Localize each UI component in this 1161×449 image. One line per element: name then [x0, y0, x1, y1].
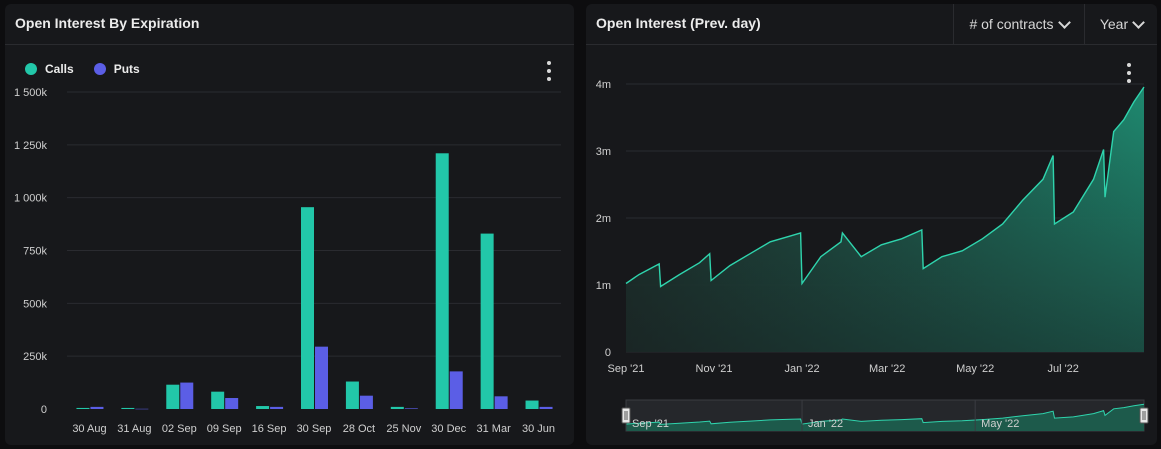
y-tick-label: 1 000k — [14, 193, 48, 205]
x-tick-label: 30 Sep — [297, 423, 332, 435]
chart-legend: Calls Puts — [25, 62, 140, 76]
bar-calls-3[interactable] — [211, 391, 225, 409]
x-tick-label: Jan '22 — [784, 363, 819, 375]
y-tick-label: 0 — [41, 404, 47, 416]
y-tick-label: 500k — [23, 298, 47, 310]
x-tick-label: 31 Mar — [477, 423, 512, 435]
x-tick-label: 30 Dec — [431, 423, 466, 435]
bar-calls-4[interactable] — [256, 406, 270, 409]
open-interest-prev-day-panel: Open Interest (Prev. day) # of contracts… — [586, 4, 1157, 445]
legend-label: Puts — [113, 62, 140, 76]
x-tick-label: Nov '21 — [696, 363, 733, 375]
x-tick-label: Mar '22 — [869, 363, 905, 375]
bar-calls-9[interactable] — [480, 233, 494, 409]
navigator-tick-label: Jan '22 — [808, 418, 843, 430]
open-interest-by-expiration-panel: Open Interest By Expiration Calls Puts 0… — [5, 4, 574, 445]
calls-dot-icon — [25, 63, 37, 75]
legend-label: Calls — [45, 62, 74, 76]
x-tick-label: 31 Aug — [117, 423, 151, 435]
y-tick-label: 1m — [596, 280, 611, 292]
panel-title: Open Interest (Prev. day) — [596, 15, 761, 31]
panel-title: Open Interest By Expiration — [15, 15, 200, 31]
navigator-tick-label: May '22 — [981, 418, 1019, 430]
bar-calls-6[interactable] — [345, 381, 359, 409]
y-tick-label: 2m — [596, 213, 611, 225]
x-tick-label: Jul '22 — [1047, 363, 1078, 375]
bar-chart: 0 250k 500k 750k 1 000k 1 250k 1 500k 30 Aug 31 … — [14, 87, 561, 435]
y-tick-label: 4m — [596, 79, 611, 91]
bar-puts-10[interactable] — [539, 406, 553, 409]
bar-puts-1[interactable] — [135, 408, 149, 410]
x-tick-label: 28 Oct — [343, 423, 375, 435]
bar-calls-5[interactable] — [301, 207, 314, 409]
bar-calls-10[interactable] — [525, 400, 539, 409]
navigator-line — [625, 403, 1145, 425]
unit-select-value: # of contracts — [969, 16, 1054, 32]
y-tick-label: 1 250k — [14, 140, 48, 152]
bar-puts-6[interactable] — [359, 395, 373, 409]
unit-select[interactable]: # of contracts — [953, 4, 1084, 44]
navigator-handle-right[interactable] — [1139, 407, 1149, 424]
x-tick-label: 09 Sep — [207, 423, 242, 435]
bar-puts-3[interactable] — [225, 398, 239, 409]
area-fade — [626, 87, 1144, 352]
x-tick-label: May '22 — [956, 363, 994, 375]
navigator-tick-label: Sep '21 — [632, 418, 669, 430]
y-tick-label: 0 — [605, 347, 611, 359]
x-tick-label: 25 Nov — [386, 423, 421, 435]
kebab-menu-icon[interactable] — [1126, 63, 1132, 83]
y-tick-label: 3m — [596, 146, 611, 158]
bar-puts-4[interactable] — [270, 406, 284, 409]
bar-puts-8[interactable] — [449, 371, 463, 409]
y-tick-label: 250k — [23, 351, 47, 363]
area-line[interactable] — [625, 86, 1145, 288]
bar-calls-2[interactable] — [166, 384, 180, 409]
kebab-menu-icon[interactable] — [546, 61, 552, 81]
x-tick-label: 30 Jun — [522, 423, 555, 435]
navigator-area — [626, 404, 1144, 431]
bar-puts-0[interactable] — [90, 406, 104, 409]
legend-item-puts[interactable]: Puts — [93, 62, 140, 76]
bar-calls-1[interactable] — [121, 407, 135, 409]
bar-calls-0[interactable] — [76, 407, 90, 409]
x-tick-label: Sep '21 — [608, 363, 645, 375]
area-chart: 0 1m 2m 3m 4m Sep '21 Nov '21 Jan '22 Mar '22 May… — [596, 79, 1149, 432]
y-tick-label: 1 500k — [14, 87, 48, 99]
bar-puts-2[interactable] — [180, 382, 194, 409]
range-select-value: Year — [1099, 16, 1129, 32]
bar-puts-5[interactable] — [315, 346, 328, 409]
puts-dot-icon — [93, 63, 106, 75]
bar-calls-8[interactable] — [435, 153, 449, 409]
bar-calls-7[interactable] — [390, 406, 404, 409]
legend-item-calls[interactable]: Calls — [25, 62, 74, 76]
panel-header: Open Interest (Prev. day) # of contracts… — [586, 4, 1157, 45]
x-tick-label: 30 Aug — [72, 423, 106, 435]
y-tick-label: 750k — [23, 246, 47, 258]
bar-puts-7[interactable] — [404, 408, 418, 409]
bar-puts-9[interactable] — [494, 396, 508, 409]
x-tick-label: 02 Sep — [162, 423, 197, 435]
x-tick-label: 16 Sep — [252, 423, 287, 435]
panel-header: Open Interest By Expiration — [5, 4, 574, 45]
navigator-handle-left[interactable] — [621, 407, 631, 424]
range-select[interactable]: Year — [1084, 4, 1157, 44]
